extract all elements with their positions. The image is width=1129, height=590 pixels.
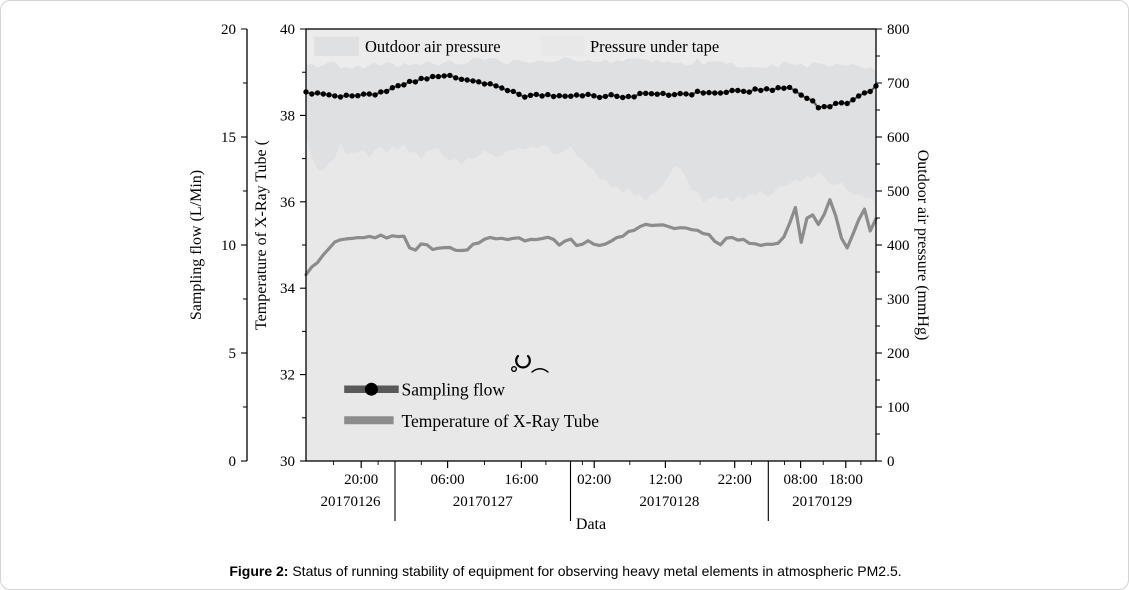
svg-text:15: 15 xyxy=(221,130,236,146)
svg-text:08:00: 08:00 xyxy=(784,472,818,488)
svg-text:600: 600 xyxy=(887,130,910,146)
svg-text:32: 32 xyxy=(280,368,295,384)
svg-text:Outdoor air pressure (mmHg): Outdoor air pressure (mmHg) xyxy=(914,150,931,341)
svg-text:0: 0 xyxy=(229,454,237,470)
svg-text:20:00: 20:00 xyxy=(344,472,378,488)
svg-text:16:00: 16:00 xyxy=(504,472,538,488)
svg-text:36: 36 xyxy=(280,195,296,211)
svg-text:300: 300 xyxy=(887,292,910,308)
svg-text:38: 38 xyxy=(280,108,295,124)
svg-text:06:00: 06:00 xyxy=(431,472,465,488)
svg-text:0: 0 xyxy=(887,454,895,470)
svg-text:700: 700 xyxy=(887,76,910,92)
svg-text:22:00: 22:00 xyxy=(718,472,752,488)
svg-text:30: 30 xyxy=(280,454,295,470)
svg-text:20170128: 20170128 xyxy=(639,494,699,510)
svg-text:02:00: 02:00 xyxy=(577,472,611,488)
svg-text:Temperature of X-Ray Tube (: Temperature of X-Ray Tube ( xyxy=(253,140,270,330)
svg-text:18:00: 18:00 xyxy=(829,472,863,488)
svg-text:Sampling flow: Sampling flow xyxy=(402,380,506,400)
svg-text:100: 100 xyxy=(887,400,910,416)
svg-text:12:00: 12:00 xyxy=(648,472,682,488)
svg-text:400: 400 xyxy=(887,238,910,254)
svg-text:800: 800 xyxy=(887,22,910,38)
svg-text:20170126: 20170126 xyxy=(321,494,382,510)
svg-text:Temperature of X-Ray Tube: Temperature of X-Ray Tube xyxy=(402,411,600,431)
svg-text:40: 40 xyxy=(280,22,295,38)
svg-text:34: 34 xyxy=(280,281,296,297)
svg-text:Pressure under tape: Pressure under tape xyxy=(590,37,719,56)
svg-text:Data: Data xyxy=(576,516,606,533)
svg-text:20170129: 20170129 xyxy=(792,494,852,510)
svg-text:10: 10 xyxy=(221,238,236,254)
svg-text:Outdoor air pressure: Outdoor air pressure xyxy=(365,37,501,56)
svg-text:20: 20 xyxy=(221,22,236,38)
svg-text:5: 5 xyxy=(229,346,237,362)
svg-text:500: 500 xyxy=(887,184,910,200)
svg-text:200: 200 xyxy=(887,346,910,362)
svg-text:Sampling flow (L/Min): Sampling flow (L/Min) xyxy=(188,170,205,320)
svg-text:20170127: 20170127 xyxy=(453,494,514,510)
